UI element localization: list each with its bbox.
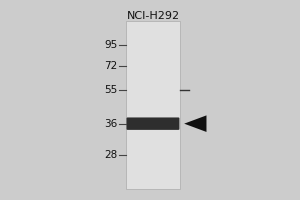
Text: 95: 95	[104, 40, 117, 50]
Text: 36: 36	[104, 119, 117, 129]
Text: 55: 55	[104, 85, 117, 95]
Bar	[126, 21, 180, 189]
FancyBboxPatch shape	[127, 117, 179, 130]
Text: 28: 28	[104, 150, 117, 160]
Text: NCI-H292: NCI-H292	[126, 11, 179, 21]
Polygon shape	[184, 115, 206, 132]
Text: 72: 72	[104, 61, 117, 71]
